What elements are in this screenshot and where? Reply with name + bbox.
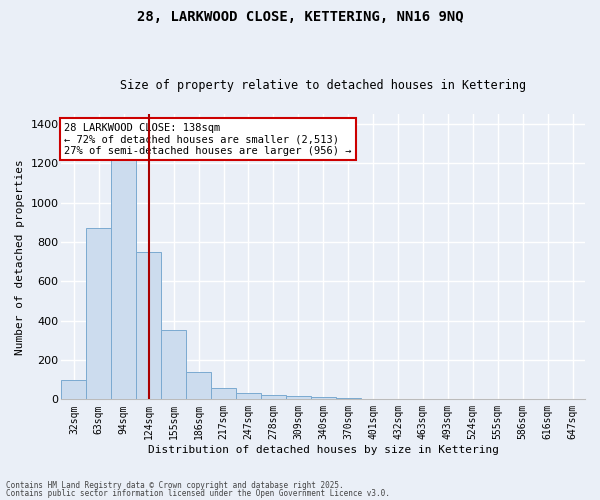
Text: Contains public sector information licensed under the Open Government Licence v3: Contains public sector information licen… — [6, 489, 390, 498]
Text: Contains HM Land Registry data © Crown copyright and database right 2025.: Contains HM Land Registry data © Crown c… — [6, 480, 344, 490]
Bar — [86, 228, 112, 400]
Bar — [136, 252, 161, 400]
Bar — [261, 396, 286, 400]
Bar — [335, 398, 361, 400]
Text: 28, LARKWOOD CLOSE, KETTERING, NN16 9NQ: 28, LARKWOOD CLOSE, KETTERING, NN16 9NQ — [137, 10, 463, 24]
Bar — [61, 380, 86, 400]
Bar — [311, 398, 335, 400]
X-axis label: Distribution of detached houses by size in Kettering: Distribution of detached houses by size … — [148, 445, 499, 455]
Text: 28 LARKWOOD CLOSE: 138sqm
← 72% of detached houses are smaller (2,513)
27% of se: 28 LARKWOOD CLOSE: 138sqm ← 72% of detac… — [64, 122, 352, 156]
Bar — [211, 388, 236, 400]
Title: Size of property relative to detached houses in Kettering: Size of property relative to detached ho… — [120, 79, 526, 92]
Bar — [161, 330, 186, 400]
Bar — [286, 396, 311, 400]
Y-axis label: Number of detached properties: Number of detached properties — [15, 159, 25, 354]
Bar — [186, 372, 211, 400]
Bar — [236, 394, 261, 400]
Bar — [112, 146, 136, 400]
